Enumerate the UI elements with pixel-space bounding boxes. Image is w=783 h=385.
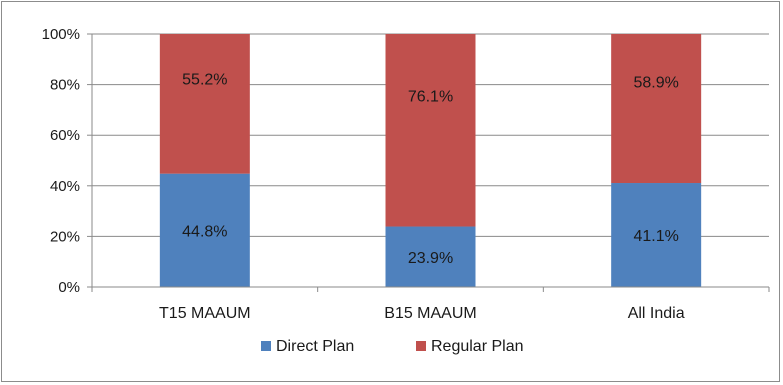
y-tick-label: 0% (58, 279, 80, 296)
bar-regular-2 (611, 34, 702, 184)
data-label: 55.2% (182, 72, 227, 89)
bar-regular-0 (159, 34, 250, 174)
data-label: 58.9% (633, 75, 678, 92)
bar-direct-0 (159, 173, 250, 287)
legend-swatch-direct (261, 341, 271, 351)
bar-regular-1 (385, 34, 476, 227)
bar-direct-1 (385, 226, 476, 287)
y-tick-label: 40% (50, 178, 80, 195)
data-label: 23.9% (408, 250, 453, 267)
legend-label-regular: Regular Plan (431, 338, 524, 355)
y-tick-label: 60% (50, 127, 80, 144)
data-label: 44.8% (182, 223, 227, 240)
data-label: 76.1% (408, 89, 453, 106)
bar-direct-2 (611, 183, 702, 287)
y-tick-label: 20% (50, 228, 80, 245)
legend-swatch-regular (416, 341, 426, 351)
x-category-label: B15 MAAUM (384, 305, 476, 322)
data-label: 41.1% (633, 228, 678, 245)
y-tick-label: 80% (50, 77, 80, 94)
legend-label-direct: Direct Plan (276, 338, 354, 355)
y-tick-label: 100% (42, 26, 80, 43)
x-category-label: All India (628, 305, 685, 322)
x-category-label: T15 MAAUM (159, 305, 251, 322)
